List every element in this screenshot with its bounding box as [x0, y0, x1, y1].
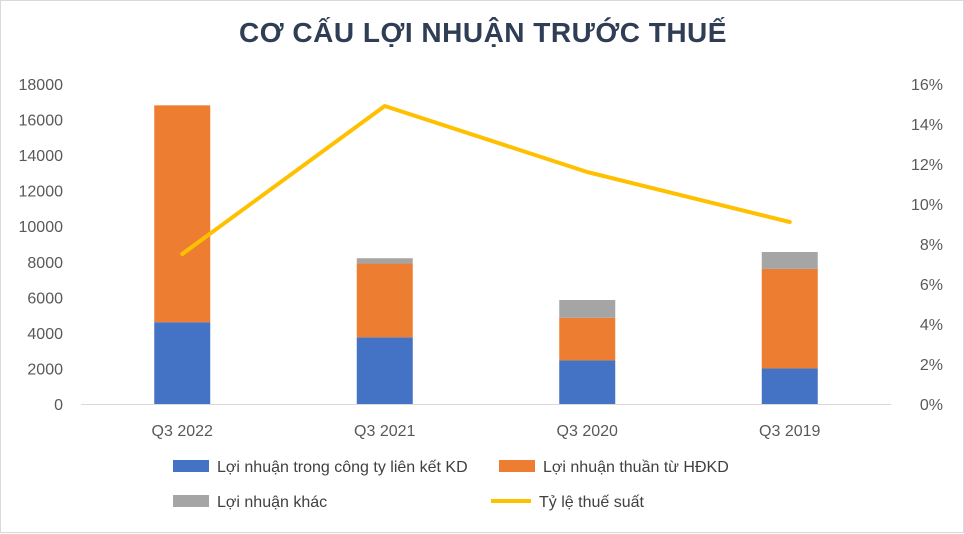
x-tick-label: Q3 2019	[759, 423, 820, 440]
y-left-tick-label: 14000	[19, 148, 64, 165]
y-right-tick-label: 16%	[911, 77, 943, 94]
legend-label: Tỷ lệ thuế suất	[539, 494, 645, 511]
y-left-tick-label: 16000	[19, 113, 64, 130]
bar-2-q3-2021	[356, 263, 413, 338]
y-left-tick-label: 0	[54, 397, 63, 414]
y-right-tick-label: 6%	[920, 277, 943, 294]
legend-label: Lợi nhuận trong công ty liên kết KD	[217, 459, 468, 476]
legend-swatch	[173, 460, 209, 472]
y-left-tick-label: 10000	[19, 219, 64, 236]
bar-3-q3-2021	[356, 258, 413, 264]
y-right-tick-label: 8%	[920, 237, 943, 254]
y-left-tick-label: 8000	[27, 255, 63, 272]
y-right-tick-label: 0%	[920, 397, 943, 414]
y-left-tick-label: 6000	[27, 290, 63, 307]
legend-label: Lợi nhuận thuần từ HĐKD	[543, 459, 729, 476]
y-right-tick-label: 4%	[920, 317, 943, 334]
chart-title: CƠ CẤU LỢI NHUẬN TRƯỚC THUẾ	[239, 17, 727, 48]
bar-2-q3-2019	[761, 268, 818, 369]
bar-1-q3-2022	[154, 322, 211, 404]
bar-1-q3-2020	[559, 360, 616, 404]
y-left-tick-label: 12000	[19, 184, 64, 201]
line-series-tax-rate	[180, 104, 792, 256]
bar-3-q3-2019	[761, 252, 818, 269]
x-tick-label: Q3 2020	[557, 423, 618, 440]
x-tick-label: Q3 2021	[354, 423, 415, 440]
y-right-tick-label: 14%	[911, 117, 943, 134]
bar-2-q3-2020	[559, 317, 616, 361]
x-tick-label: Q3 2022	[152, 423, 213, 440]
y-right-tick-label: 2%	[920, 357, 943, 374]
legend-swatch	[499, 460, 535, 472]
bar-1-q3-2019	[761, 368, 818, 404]
legend-swatch	[173, 495, 209, 507]
y-right-tick-label: 12%	[911, 157, 943, 174]
y-left-tick-label: 2000	[27, 361, 63, 378]
y-left-tick-label: 4000	[27, 326, 63, 343]
y-right-tick-label: 10%	[911, 197, 943, 214]
legend-label: Lợi nhuận khác	[217, 494, 327, 511]
bar-3-q3-2020	[559, 300, 616, 318]
bar-1-q3-2021	[356, 337, 413, 404]
bar-2-q3-2022	[154, 105, 211, 323]
y-left-tick-label: 18000	[19, 77, 64, 94]
